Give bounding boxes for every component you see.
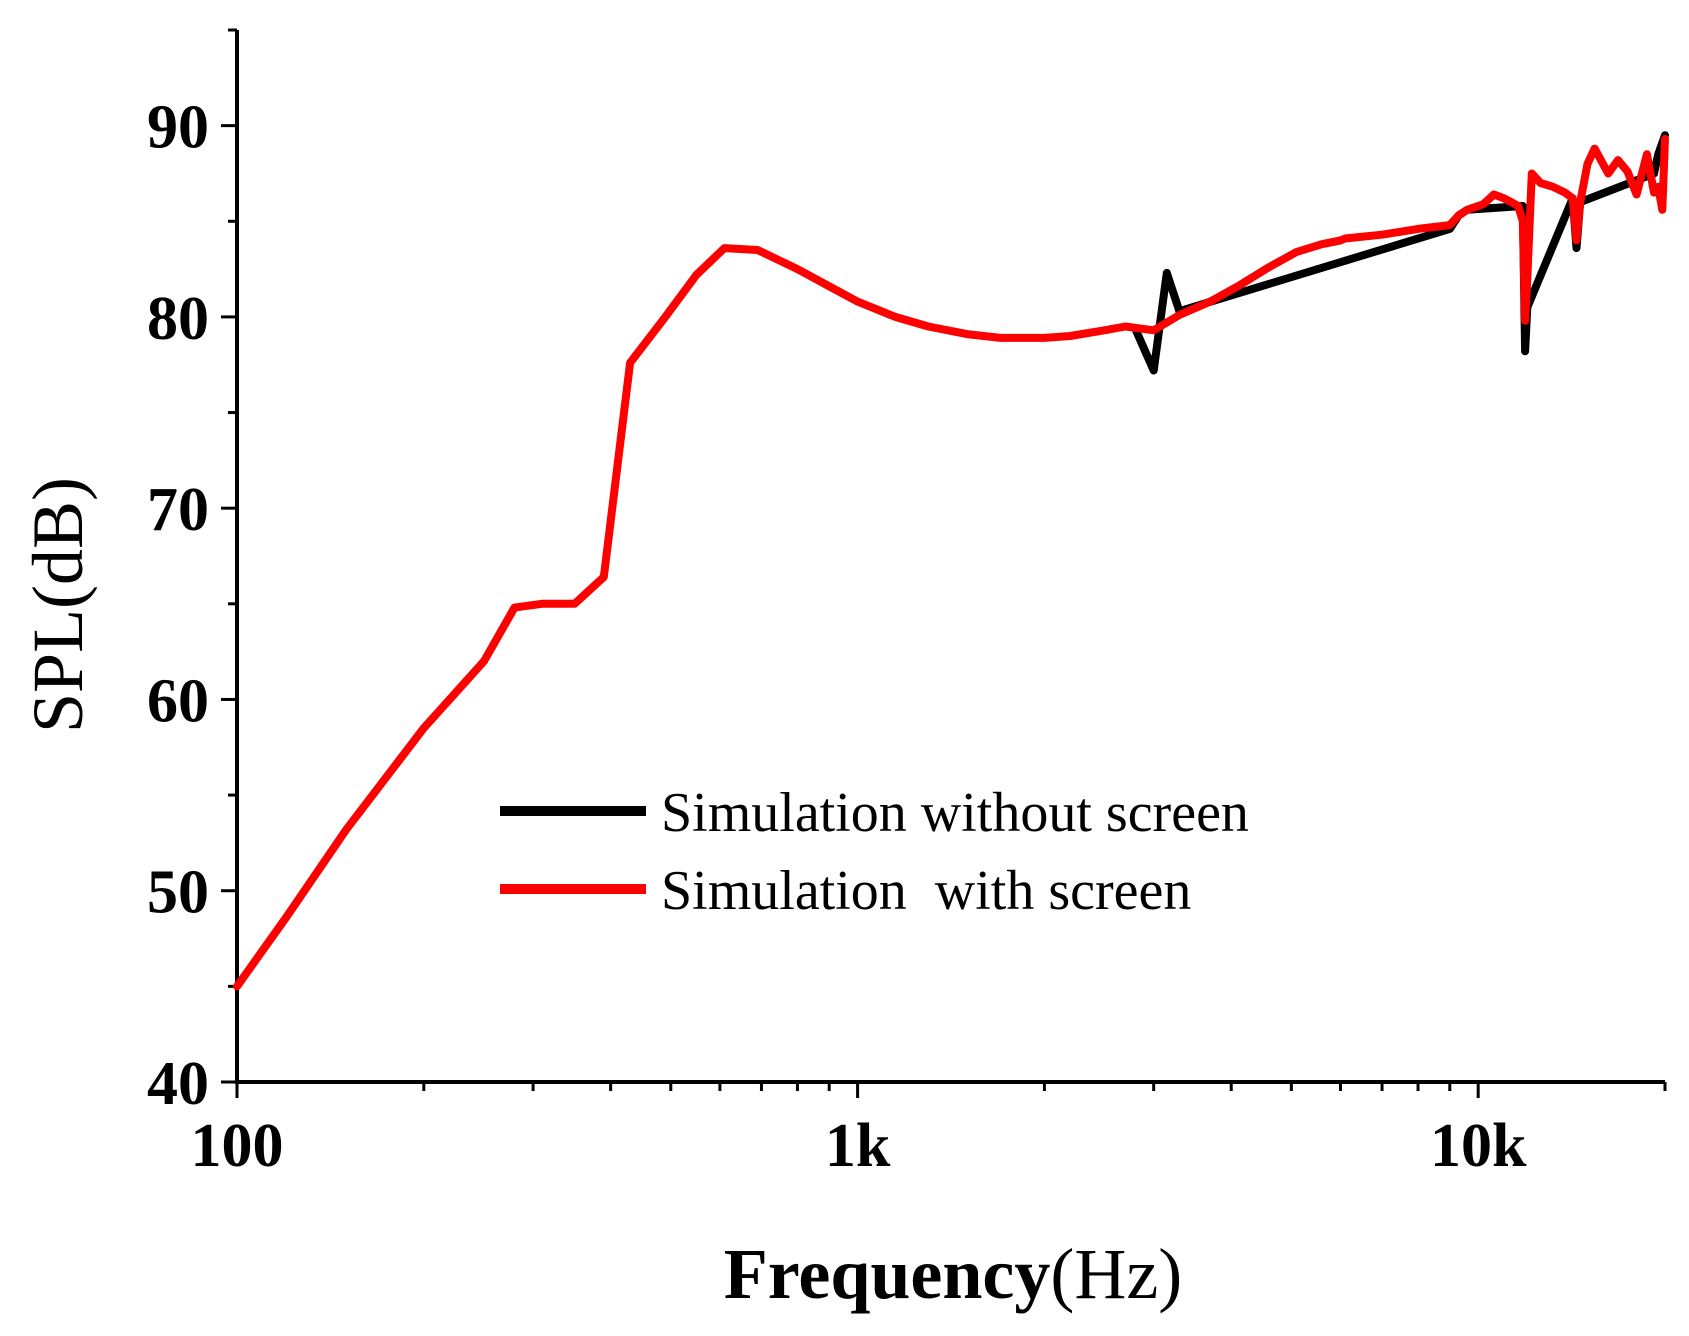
y-tick-label: 90 bbox=[147, 94, 209, 162]
y-tick-label: 60 bbox=[147, 667, 209, 735]
y-axis-title: SPL(dB) bbox=[18, 477, 98, 733]
x-tick-label: 1k bbox=[825, 1112, 891, 1180]
legend-label-1: Simulation without screen bbox=[661, 782, 1249, 844]
legend-label-2: Simulation with screen bbox=[661, 860, 1191, 922]
y-tick-label: 50 bbox=[147, 859, 209, 927]
y-tick-label: 40 bbox=[147, 1050, 209, 1118]
y-tick-label: 80 bbox=[147, 285, 209, 353]
x-tick-label: 100 bbox=[191, 1112, 284, 1180]
x-tick-label: 10k bbox=[1430, 1112, 1527, 1180]
x-axis-ticks bbox=[235, 1082, 1667, 1098]
x-axis-tick-labels: 100 1k 10k bbox=[191, 1112, 1527, 1180]
series-line-2 bbox=[233, 135, 1669, 991]
x-axis-title-main: Frequency bbox=[724, 1234, 1051, 1314]
x-axis-title-unit: (Hz) bbox=[1050, 1234, 1182, 1314]
y-axis-tick-labels: 40 50 60 70 80 90 bbox=[147, 94, 209, 1118]
legend: Simulation without screen Simulation with… bbox=[500, 782, 1249, 922]
y-axis-ticks bbox=[221, 28, 237, 1084]
y-tick-label: 70 bbox=[147, 476, 209, 544]
axes-frame bbox=[235, 30, 1665, 1084]
x-axis-title: Frequency(Hz) bbox=[724, 1234, 1183, 1314]
series-lines bbox=[233, 131, 1669, 991]
